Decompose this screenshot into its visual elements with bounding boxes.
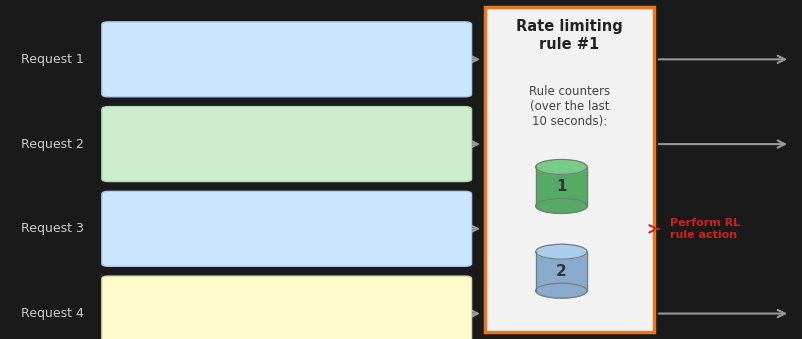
Ellipse shape (536, 159, 587, 174)
Text: Content-Type: application/x-www-form-urlencoded: Content-Type: application/x-www-form-url… (118, 62, 388, 71)
Bar (536, 252, 587, 291)
Text: Content-Type: application/x-www-form-urlencoded: Content-Type: application/x-www-form-url… (118, 147, 388, 156)
Text: Content-Type: application/x-www-form-urlencoded: Content-Type: application/x-www-form-url… (118, 232, 388, 241)
Text: POST "api.example.com/form": POST "api.example.com/form" (118, 118, 273, 127)
Text: Request 3: Request 3 (21, 222, 83, 235)
Text: Request 4: Request 4 (21, 307, 83, 320)
Ellipse shape (536, 199, 587, 214)
FancyBboxPatch shape (102, 22, 472, 97)
Text: Rule counters
(over the last
10 seconds):: Rule counters (over the last 10 seconds)… (529, 85, 610, 128)
Text: X-API-Key: 9o0m0qAE0zCdSnB: X-API-Key: 9o0m0qAE0zCdSnB (118, 77, 267, 86)
FancyBboxPatch shape (102, 106, 472, 182)
Text: IP: 1.2.3.4: IP: 1.2.3.4 (118, 217, 181, 226)
Text: Content-Type: application/json: Content-Type: application/json (118, 316, 290, 325)
Text: IP: 1.2.3.4: IP: 1.2.3.4 (118, 47, 181, 57)
Text: Perform RL
rule action: Perform RL rule action (670, 218, 739, 240)
Text: POST "api.example.com/form": POST "api.example.com/form" (118, 287, 273, 296)
Bar (536, 167, 587, 206)
FancyBboxPatch shape (102, 276, 472, 339)
Text: X-API-Key: 7KW0rzEYXexGO0g: X-API-Key: 7KW0rzEYXexGO0g (118, 161, 267, 171)
Text: 2: 2 (556, 264, 567, 279)
Text: IP: 1.2.3.4: IP: 1.2.3.4 (118, 132, 181, 141)
FancyBboxPatch shape (485, 7, 654, 332)
Ellipse shape (536, 283, 587, 298)
Text: POST "api.example.com/form": POST "api.example.com/form" (118, 33, 273, 42)
Text: X-API-Key: 9o0m0qAE0zCdSnB: X-API-Key: 9o0m0qAE0zCdSnB (118, 246, 267, 255)
Text: Rate limiting
rule #1: Rate limiting rule #1 (516, 19, 623, 52)
Text: X-API-Key: 9o0m0qAE0zCdSnB: X-API-Key: 9o0m0qAE0zCdSnB (118, 331, 267, 339)
Ellipse shape (536, 244, 587, 259)
Text: 1: 1 (556, 179, 567, 194)
Text: Request 2: Request 2 (21, 138, 83, 151)
Text: POST "api.example.com/form": POST "api.example.com/form" (118, 202, 273, 212)
Text: Request 1: Request 1 (21, 53, 83, 66)
FancyBboxPatch shape (102, 191, 472, 266)
Text: IP: 4.3.2.1: IP: 4.3.2.1 (118, 302, 181, 311)
